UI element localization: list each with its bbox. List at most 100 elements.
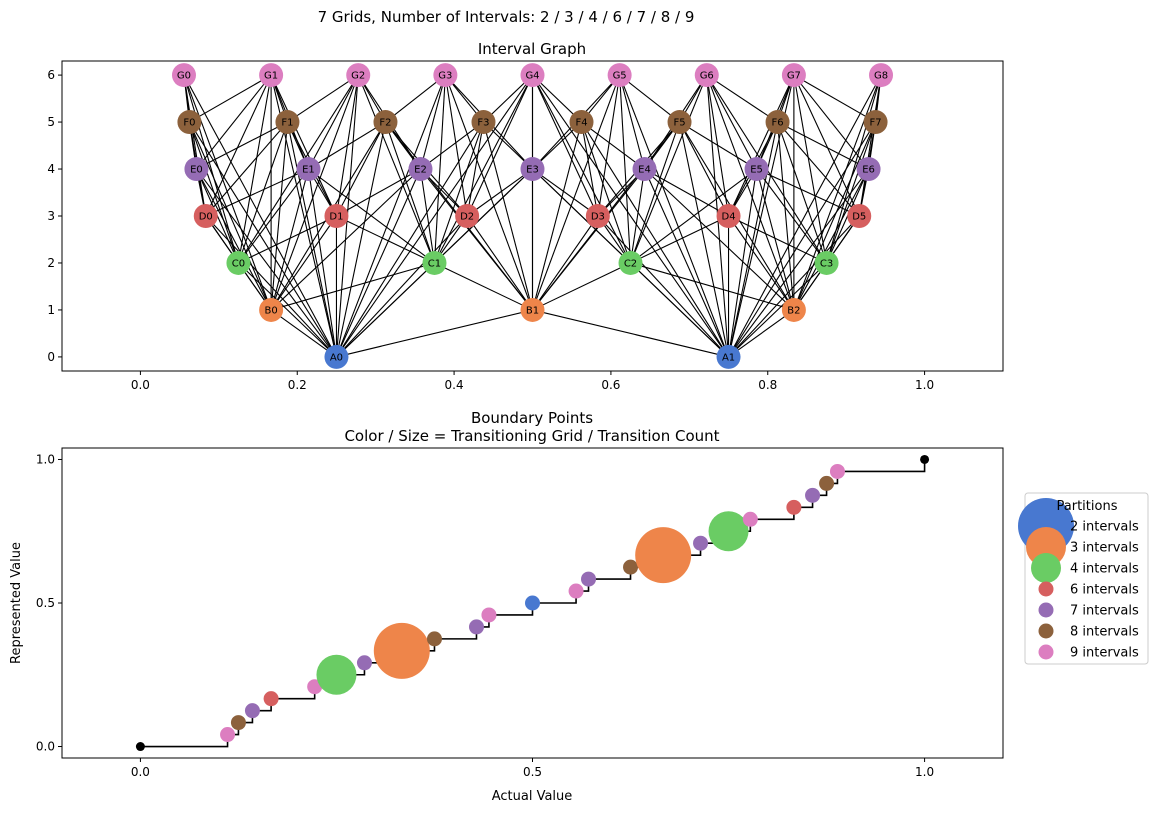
- graph-edge: [307, 168, 338, 357]
- boundary-point: [568, 583, 584, 599]
- boundary-points-title: Boundary Points: [471, 409, 593, 427]
- boundary-point: [316, 654, 357, 695]
- graph-edge: [466, 121, 485, 217]
- y-tick-label: 0: [47, 350, 55, 364]
- graph-node-circle: [226, 250, 251, 275]
- graph-node-circle: [716, 204, 741, 228]
- graph-edge: [308, 121, 386, 170]
- graph-node: G7: [781, 63, 806, 88]
- legend-label: 6 intervals: [1070, 583, 1139, 598]
- graph-node-label: C1: [428, 258, 441, 269]
- legend-item: 7 intervals: [1038, 602, 1139, 619]
- graph-edge: [728, 121, 779, 358]
- graph-edge: [308, 168, 435, 264]
- graph-node-circle: [607, 63, 632, 88]
- graph-edge: [270, 74, 337, 217]
- y-tick-label: 1: [47, 303, 55, 317]
- graph-edge: [679, 121, 730, 217]
- graph-node-circle: [259, 63, 284, 88]
- legend-label: 8 intervals: [1070, 625, 1139, 640]
- graph-node-circle: [667, 110, 692, 135]
- graph-node-circle: [781, 297, 806, 322]
- legend-item: 4 intervals: [1031, 553, 1139, 583]
- graph-node-label: G7: [787, 71, 801, 82]
- legend-marker: [1031, 553, 1061, 583]
- graph-edge: [433, 121, 485, 264]
- graph-edge: [335, 168, 421, 358]
- boundary-point: [805, 487, 821, 503]
- boundary-point: [481, 607, 497, 623]
- graph-edge: [706, 74, 778, 123]
- graph-edge: [777, 121, 869, 170]
- graph-edge: [728, 215, 795, 311]
- graph-node: F0: [177, 110, 202, 135]
- graph-node-circle: [863, 110, 888, 135]
- graph-node-circle: [408, 157, 433, 182]
- boundary-point: [468, 619, 484, 635]
- graph-node-label: G8: [874, 71, 888, 82]
- graph-edge: [237, 168, 309, 264]
- graph-edge: [270, 168, 421, 311]
- graph-edge: [188, 121, 239, 264]
- graph-node-label: F1: [281, 118, 293, 129]
- graph-edge: [189, 74, 272, 123]
- boundary-point: [525, 595, 540, 611]
- graph-edge: [419, 74, 446, 170]
- graph-node-label: F4: [575, 118, 587, 129]
- boundary-point: [742, 511, 758, 527]
- graph-edge: [195, 74, 272, 170]
- boundary-points: [135, 454, 930, 752]
- graph-node-label: D4: [722, 212, 736, 223]
- legend-marker: [1038, 623, 1054, 639]
- graph-edge: [581, 121, 730, 358]
- boundary-points-y-axis: 0.0 0.5 1.0: [36, 452, 62, 754]
- graph-node-circle: [296, 157, 321, 182]
- graph-edge: [270, 74, 359, 311]
- graph-edge: [580, 121, 632, 264]
- graph-edge: [433, 75, 446, 264]
- graph-node-circle: [869, 63, 894, 88]
- graph-edge: [630, 215, 729, 264]
- graph-edge: [630, 121, 681, 264]
- y-tick-label: 2: [47, 256, 55, 270]
- x-tick-label: 0.5: [523, 765, 542, 779]
- interval-graph-x-axis: 0.0 0.2 0.4 0.6 0.8 1.0: [131, 371, 934, 392]
- graph-node-circle: [765, 110, 790, 135]
- graph-node-label: D2: [460, 212, 474, 223]
- graph-node: E4: [632, 157, 657, 182]
- graph-edge: [482, 121, 534, 311]
- graph-edge: [793, 168, 870, 311]
- interval-graph-nodes: A0 A1 B0 B1 B2 C0 C1 C2 C3 D0 D1 D2 D3 D4 D5 E0 E1 E2 E3 E4…: [171, 63, 894, 369]
- graph-edge: [793, 121, 877, 311]
- graph-edge: [619, 74, 646, 170]
- graph-edge: [728, 74, 795, 217]
- boundary-point: [244, 703, 260, 719]
- graph-node-circle: [856, 157, 881, 182]
- legend-items: 2 intervals 3 intervals 4 intervals 6 inter…: [1018, 498, 1139, 661]
- graph-node: E3: [520, 157, 545, 182]
- boundary-point: [263, 691, 279, 707]
- endpoint-marker: [135, 742, 145, 752]
- graph-node: D3: [585, 204, 610, 228]
- graph-node: D0: [193, 204, 218, 228]
- endpoint-marker: [920, 454, 930, 464]
- graph-edge: [630, 168, 757, 264]
- graph-edge: [195, 168, 272, 311]
- graph-node-label: E5: [750, 165, 763, 176]
- interval-graph-panel: Interval Graph A0 A1 B0 B1 B2 C0 C1 C2 C3 D0 D1 D2 D…: [47, 40, 1004, 392]
- y-tick-label: 0.5: [36, 596, 55, 610]
- graph-edge: [619, 75, 632, 264]
- graph-node: E5: [744, 157, 769, 182]
- boundary-points-xlabel: Actual Value: [492, 789, 573, 804]
- x-tick-label: 0.0: [131, 378, 150, 392]
- graph-edge: [336, 168, 421, 217]
- graph-node-label: F3: [477, 118, 489, 129]
- graph-edge: [728, 215, 827, 264]
- graph-edge: [420, 121, 484, 170]
- graph-node: G8: [869, 63, 894, 88]
- graph-edge: [756, 168, 795, 311]
- x-tick-label: 0.2: [288, 378, 307, 392]
- graph-edge: [335, 121, 484, 358]
- graph-edge: [238, 215, 337, 264]
- graph-edge: [336, 215, 435, 264]
